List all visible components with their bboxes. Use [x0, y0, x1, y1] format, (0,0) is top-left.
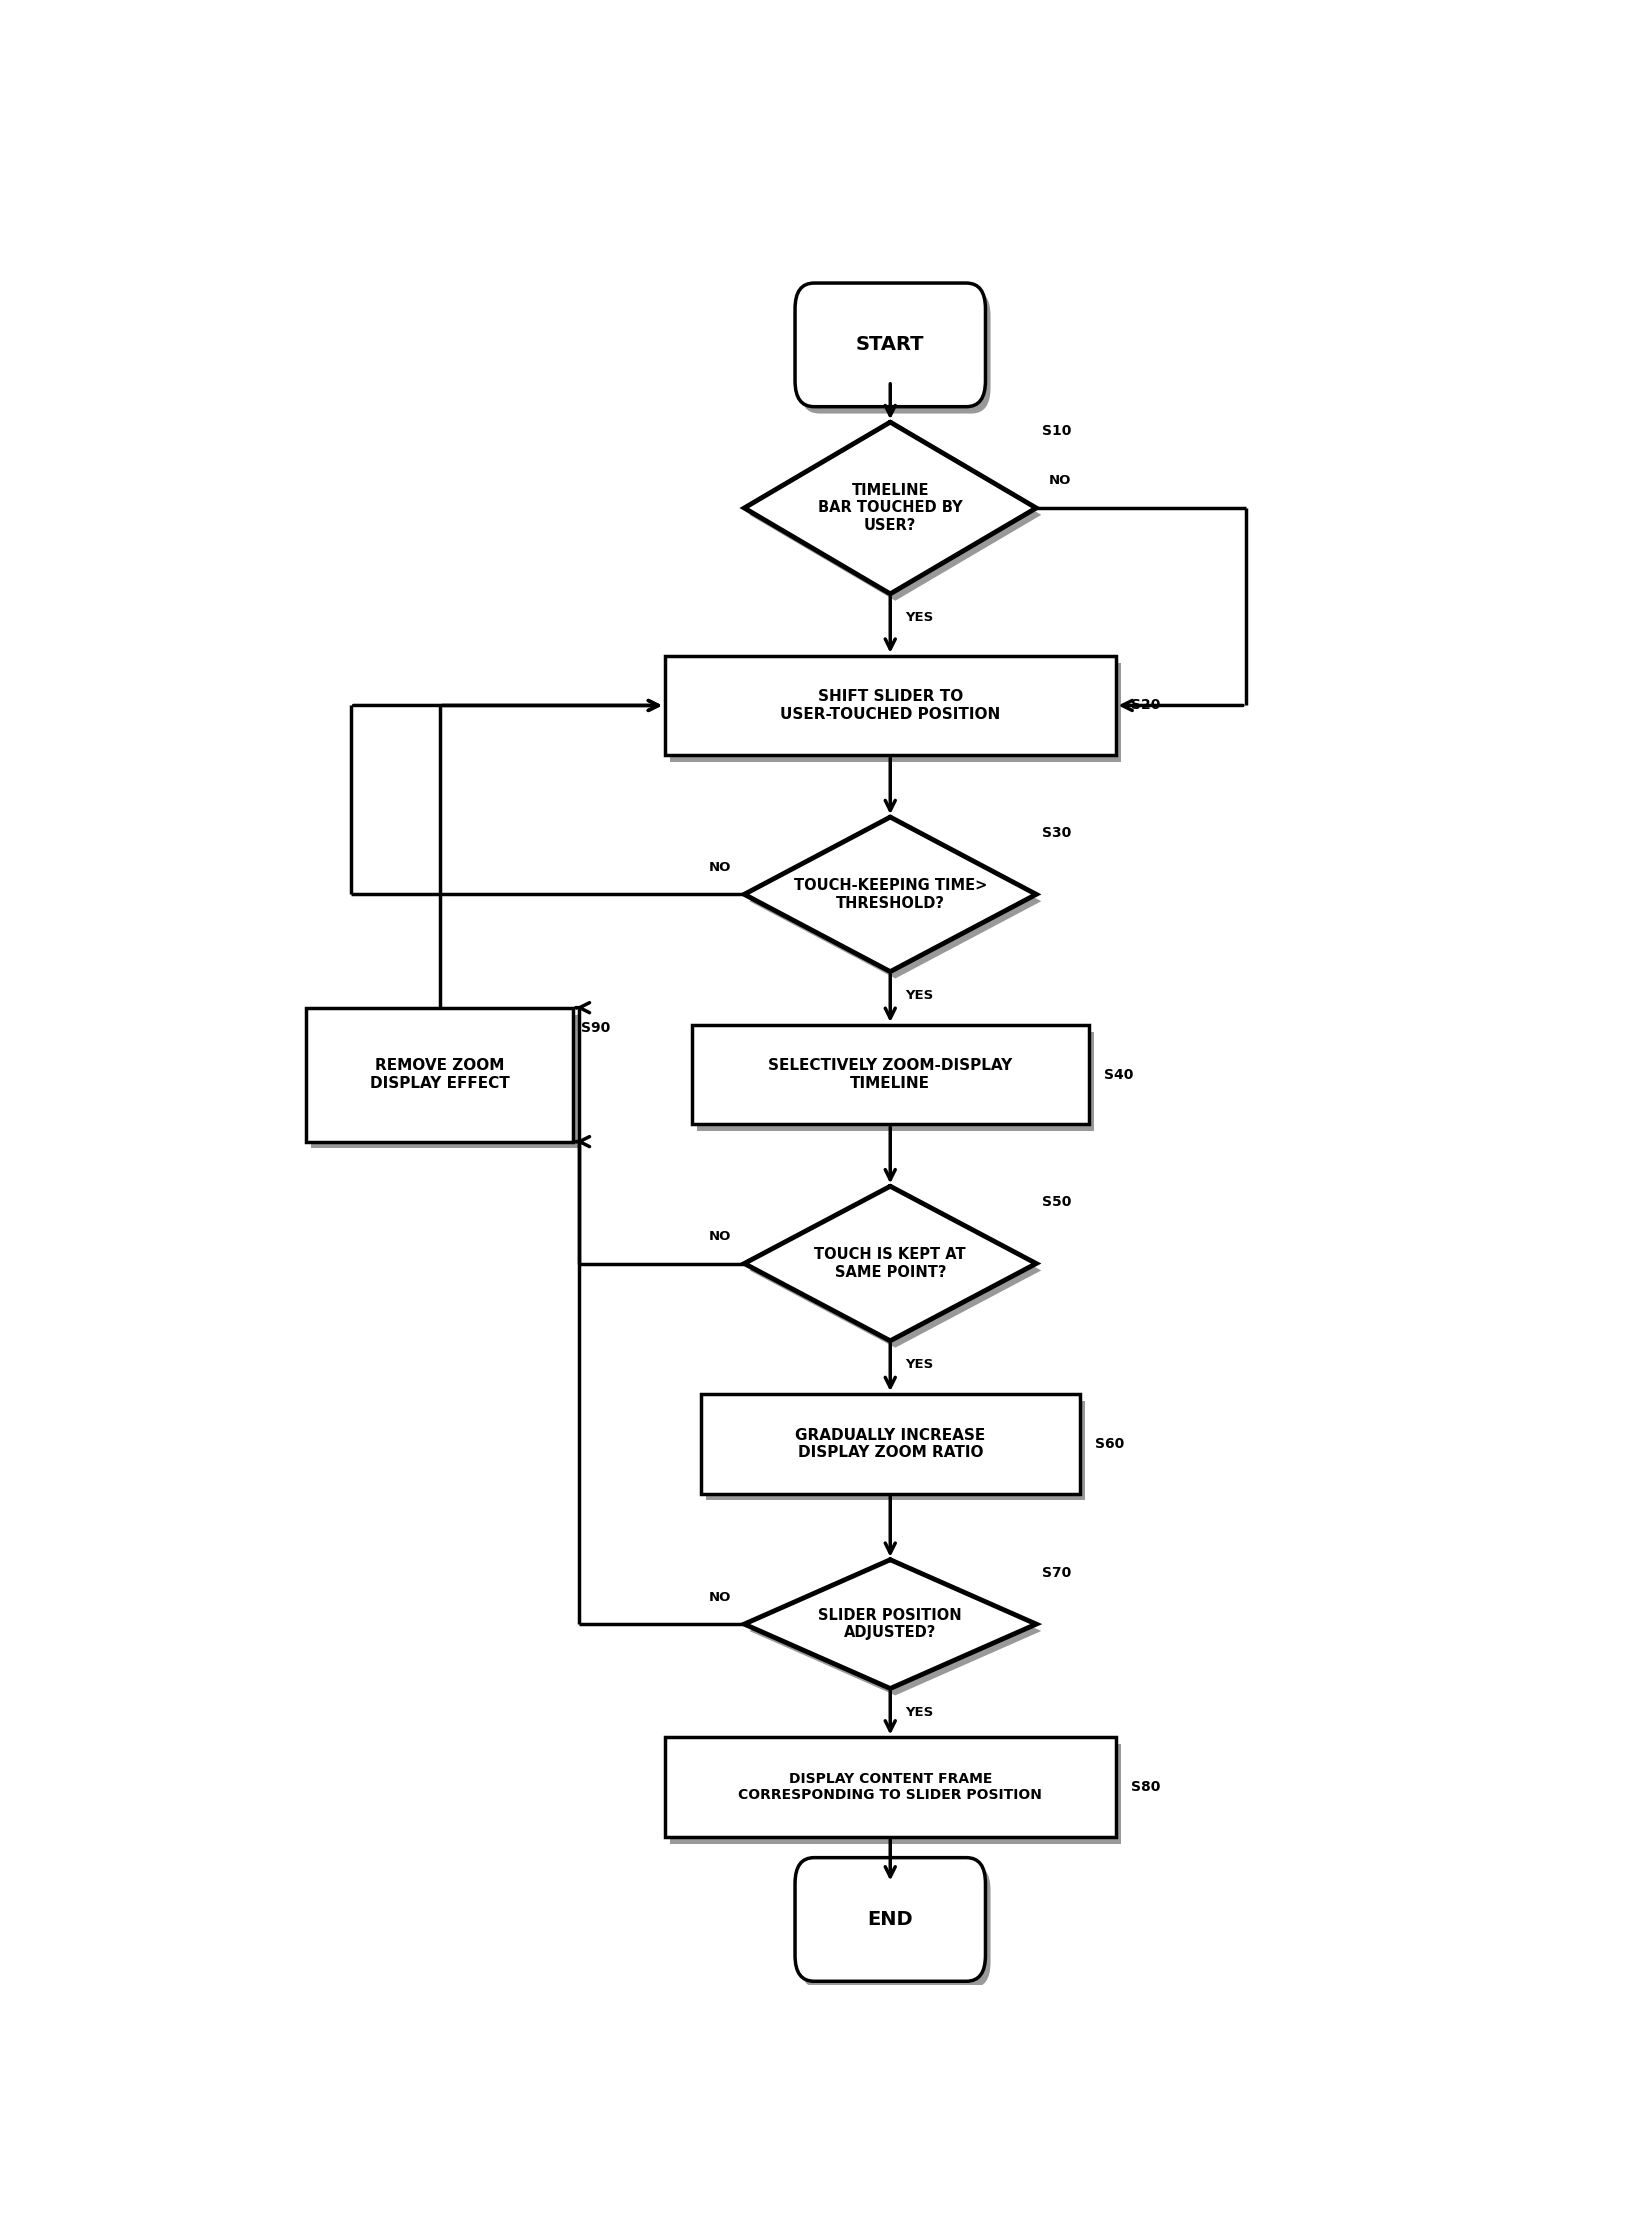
- Text: S50: S50: [1042, 1195, 1071, 1209]
- Text: SELECTIVELY ZOOM-DISPLAY
TIMELINE: SELECTIVELY ZOOM-DISPLAY TIMELINE: [768, 1059, 1012, 1090]
- Polygon shape: [749, 1193, 1042, 1347]
- Text: START: START: [857, 334, 924, 355]
- Text: YES: YES: [906, 988, 934, 1001]
- Text: NO: NO: [1048, 475, 1071, 488]
- Polygon shape: [749, 823, 1042, 979]
- Polygon shape: [749, 1568, 1042, 1695]
- Polygon shape: [744, 421, 1037, 593]
- FancyBboxPatch shape: [794, 283, 986, 406]
- Text: DISPLAY CONTENT FRAME
CORRESPONDING TO SLIDER POSITION: DISPLAY CONTENT FRAME CORRESPONDING TO S…: [739, 1773, 1042, 1802]
- Polygon shape: [744, 1559, 1037, 1688]
- Text: NO: NO: [709, 861, 732, 874]
- Text: S10: S10: [1042, 424, 1071, 437]
- FancyBboxPatch shape: [799, 1864, 991, 1989]
- Text: S30: S30: [1042, 825, 1071, 838]
- Text: S80: S80: [1130, 1780, 1160, 1795]
- Bar: [306, 1008, 573, 1142]
- Text: SHIFT SLIDER TO
USER-TOUCHED POSITION: SHIFT SLIDER TO USER-TOUCHED POSITION: [780, 689, 1001, 723]
- Text: TOUCH-KEEPING TIME>
THRESHOLD?: TOUCH-KEEPING TIME> THRESHOLD?: [793, 879, 988, 910]
- Text: S20: S20: [1130, 698, 1160, 711]
- Text: END: END: [868, 1909, 912, 1929]
- Text: REMOVE ZOOM
DISPLAY EFFECT: REMOVE ZOOM DISPLAY EFFECT: [370, 1059, 509, 1090]
- Bar: [311, 1015, 578, 1148]
- Polygon shape: [749, 428, 1042, 600]
- Text: YES: YES: [906, 611, 934, 624]
- Text: S90: S90: [580, 1021, 609, 1035]
- Polygon shape: [744, 1186, 1037, 1340]
- Bar: [665, 656, 1115, 756]
- Text: S60: S60: [1094, 1436, 1124, 1452]
- Text: S70: S70: [1042, 1565, 1071, 1579]
- Text: TOUCH IS KEPT AT
SAME POINT?: TOUCH IS KEPT AT SAME POINT?: [814, 1247, 966, 1280]
- Bar: [706, 1400, 1084, 1501]
- Text: NO: NO: [709, 1590, 732, 1603]
- FancyBboxPatch shape: [794, 1858, 986, 1980]
- Bar: [670, 662, 1120, 763]
- Text: SLIDER POSITION
ADJUSTED?: SLIDER POSITION ADJUSTED?: [819, 1608, 962, 1641]
- Text: YES: YES: [906, 1706, 934, 1719]
- Bar: [698, 1032, 1094, 1131]
- Text: NO: NO: [709, 1231, 732, 1242]
- Text: S40: S40: [1104, 1068, 1133, 1082]
- Bar: [691, 1026, 1089, 1124]
- Bar: [665, 1737, 1115, 1838]
- Bar: [701, 1394, 1079, 1494]
- FancyBboxPatch shape: [799, 290, 991, 413]
- Text: GRADUALLY INCREASE
DISPLAY ZOOM RATIO: GRADUALLY INCREASE DISPLAY ZOOM RATIO: [794, 1427, 986, 1461]
- Polygon shape: [744, 816, 1037, 972]
- Text: YES: YES: [906, 1358, 934, 1371]
- Text: TIMELINE
BAR TOUCHED BY
USER?: TIMELINE BAR TOUCHED BY USER?: [817, 484, 963, 533]
- Bar: [670, 1744, 1120, 1844]
